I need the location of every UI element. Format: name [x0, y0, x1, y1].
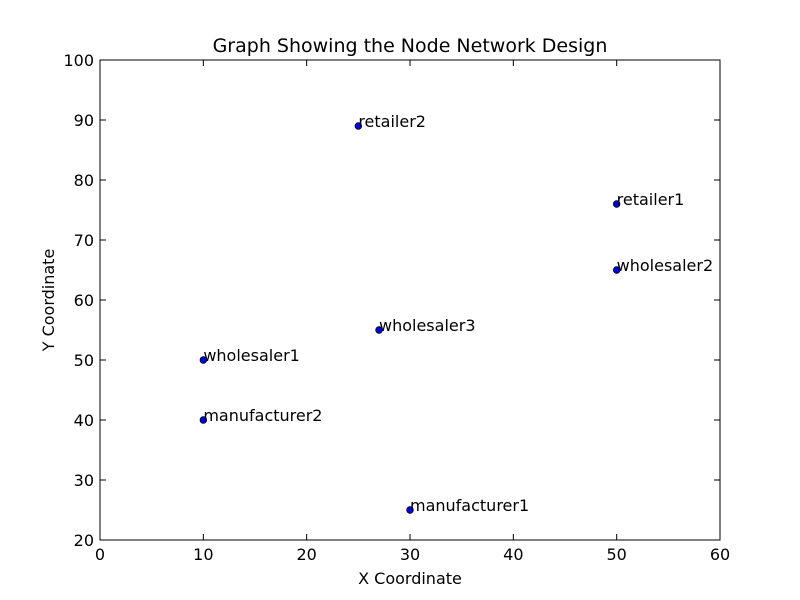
y-axis-label: Y Coordinate — [39, 249, 58, 353]
point-label-wholesaler1: wholesaler1 — [203, 346, 299, 365]
point-label-wholesaler2: wholesaler2 — [617, 256, 714, 275]
y-tick-label-5: 70 — [74, 231, 94, 250]
point-manufacturer1 — [406, 506, 414, 514]
point-retailer1 — [612, 200, 621, 208]
point-wholesaler2 — [612, 266, 621, 274]
point-label-retailer1: retailer1 — [617, 190, 685, 209]
point-label-retailer2: retailer2 — [358, 112, 426, 131]
y-tick-label-4: 60 — [74, 291, 94, 310]
x-tick-label-2: 20 — [296, 545, 316, 564]
y-tick-label-6: 80 — [74, 171, 94, 190]
y-axis: 20 30 40 50 60 70 80 90 100 — [63, 51, 720, 550]
y-tick-label-7: 90 — [74, 111, 94, 130]
point-wholesaler3 — [375, 326, 383, 334]
plot-area — [99, 59, 721, 541]
x-tick-label-3: 30 — [400, 545, 420, 564]
point-wholesaler1 — [199, 356, 208, 364]
point-label-manufacturer1: manufacturer1 — [410, 496, 529, 515]
x-tick-label-5: 50 — [606, 545, 626, 564]
x-tick-label-6: 60 — [710, 545, 730, 564]
y-tick-label-3: 50 — [74, 351, 94, 370]
point-manufacturer2 — [199, 416, 208, 424]
point-retailer2 — [354, 122, 363, 130]
point-label-manufacturer2: manufacturer2 — [203, 406, 322, 425]
y-tick-label-1: 30 — [74, 471, 94, 490]
x-tick-label-0: 0 — [95, 545, 105, 564]
x-tick-label-4: 40 — [503, 545, 523, 564]
x-axis-label: X Coordinate — [358, 569, 462, 588]
point-label-wholesaler3: wholesaler3 — [379, 316, 476, 335]
data-points: retailer2 retailer1 wholesaler2 wholesaler3… — [199, 112, 714, 515]
x-axis: 0 10 20 30 40 50 60 — [95, 60, 730, 564]
y-tick-label-2: 40 — [74, 411, 94, 430]
x-tick-label-1: 10 — [193, 545, 213, 564]
chart-title: Graph Showing the Node Network Design — [213, 35, 608, 57]
y-tick-label-8: 100 — [63, 51, 94, 70]
y-tick-label-0: 20 — [74, 531, 94, 550]
